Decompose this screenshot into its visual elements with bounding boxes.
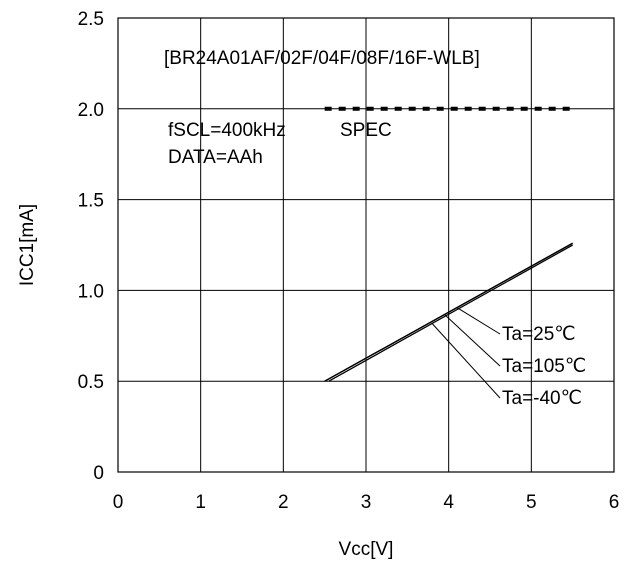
spec-label: SPEC: [340, 120, 392, 141]
x-tick-label: 0: [113, 492, 124, 513]
series-leader-line: [456, 307, 501, 335]
x-tick-label: 1: [195, 492, 206, 513]
condition-line-1: fSCL=400kHz: [168, 120, 286, 141]
y-tick-label: 1.5: [78, 191, 104, 212]
y-tick-label: 2.0: [78, 100, 104, 121]
series-label: Ta=-40℃: [502, 388, 582, 409]
series-leader-line: [444, 314, 501, 367]
tick-labels: 0 1 2 3 4 5 6 0 0.5 1.0 1.5 2.0 2.5: [78, 9, 620, 513]
chart-title: [BR24A01AF/02F/04F/08F/16F-WLB]: [164, 48, 480, 69]
x-tick-label: 3: [361, 492, 372, 513]
y-tick-label: 2.5: [78, 9, 104, 30]
plot-frame: [117, 17, 615, 473]
series-label: Ta=105℃: [502, 356, 586, 377]
series-line: [324, 242, 573, 382]
series-line: [328, 244, 573, 382]
x-tick-label: 6: [609, 492, 620, 513]
chart-text: [BR24A01AF/02F/04F/08F/16F-WLB] fSCL=400…: [17, 48, 480, 560]
x-tick-label: 5: [526, 492, 537, 513]
series-leader-line: [431, 323, 501, 399]
x-tick-label: 4: [443, 492, 454, 513]
y-axis-label: ICC1[mA]: [17, 204, 38, 286]
x-axis-label: Vcc[V]: [339, 539, 394, 560]
x-tick-label: 2: [278, 492, 289, 513]
series-label: Ta=25℃: [502, 324, 576, 345]
y-tick-label: 0: [93, 463, 104, 484]
y-tick-label: 0.5: [78, 372, 104, 393]
marks: Ta=25℃ Ta=105℃ Ta=-40℃: [324, 106, 586, 409]
y-tick-label: 1.0: [78, 281, 104, 302]
condition-line-2: DATA=AAh: [168, 147, 263, 168]
